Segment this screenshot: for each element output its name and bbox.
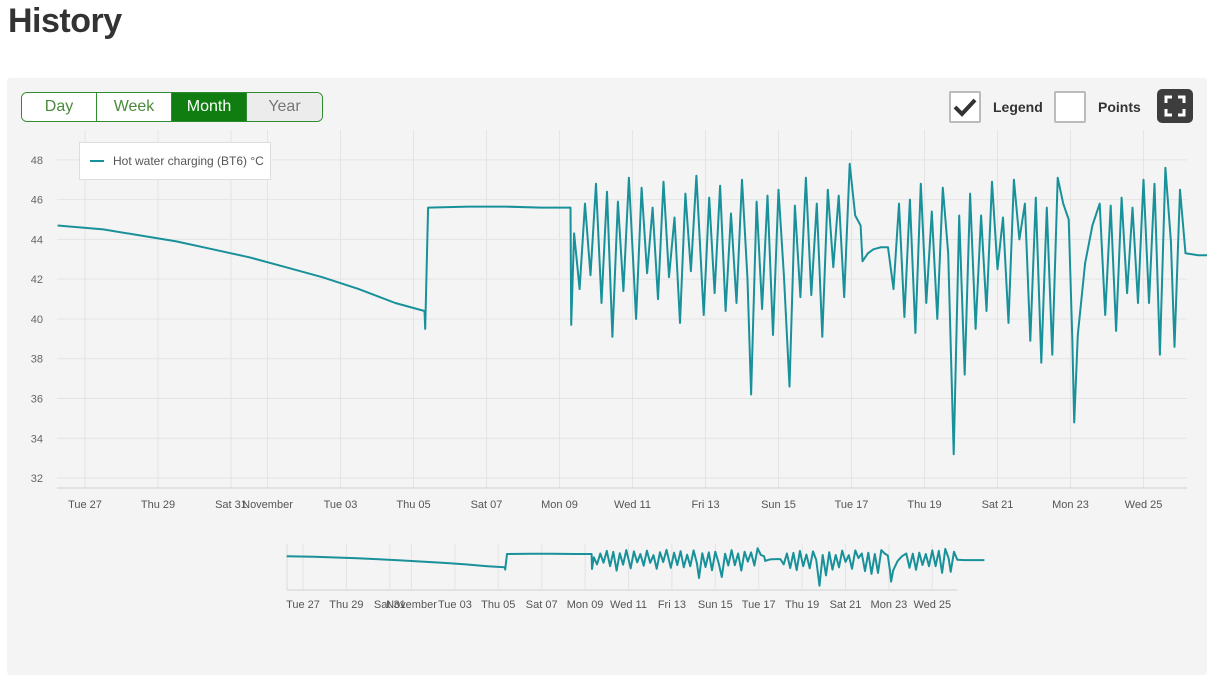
y-tick-label: 44 xyxy=(31,234,43,246)
navigator-tick-label: Wed 25 xyxy=(913,599,951,611)
navigator-tick-label: Tue 17 xyxy=(742,599,776,611)
x-tick-label: Tue 27 xyxy=(68,499,102,511)
range-year-button[interactable]: Year xyxy=(247,93,322,121)
navigator-tick-label: Wed 11 xyxy=(610,599,647,611)
expand-icon xyxy=(1164,95,1186,117)
history-panel: Day Week Month Year Legend Points 32 34 36… xyxy=(7,78,1207,675)
points-toggle-label: Points xyxy=(1098,99,1141,115)
x-tick-label: Sat 21 xyxy=(982,499,1014,511)
x-tick-label: November xyxy=(242,499,293,511)
y-tick-label: 36 xyxy=(31,394,43,406)
y-tick-label: 40 xyxy=(31,314,43,326)
range-month-button[interactable]: Month xyxy=(172,93,247,121)
y-tick-label: 32 xyxy=(31,473,43,485)
x-tick-label: Tue 03 xyxy=(324,499,358,511)
navigator-tick-label: Sun 15 xyxy=(698,599,733,611)
navigator-tick-label: November xyxy=(386,599,437,611)
navigator-series-line-0 xyxy=(287,548,985,585)
page-title: History xyxy=(8,2,122,41)
x-tick-label: Sat 07 xyxy=(471,499,503,511)
legend-checkbox[interactable] xyxy=(949,91,981,123)
legend-toggle[interactable]: Legend xyxy=(949,91,1043,123)
legend-swatch xyxy=(90,160,104,162)
navigator-tick-label: Thu 19 xyxy=(785,599,819,611)
navigator-tick-label: Fri 13 xyxy=(658,599,686,611)
x-tick-label: Thu 29 xyxy=(141,499,175,511)
legend-toggle-label: Legend xyxy=(993,99,1043,115)
navigator-tick-label: Tue 03 xyxy=(438,599,472,611)
checkmark-icon xyxy=(953,97,977,117)
navigator-tick-label: Sat 07 xyxy=(526,599,558,611)
points-toggle[interactable]: Points xyxy=(1054,91,1141,123)
range-day-button[interactable]: Day xyxy=(22,93,97,121)
x-tick-label: Thu 19 xyxy=(907,499,941,511)
navigator-tick-label: Tue 27 xyxy=(286,599,320,611)
x-tick-label: Mon 09 xyxy=(541,499,578,511)
y-tick-label: 48 xyxy=(31,155,43,167)
x-tick-label: Fri 13 xyxy=(691,499,719,511)
y-tick-label: 34 xyxy=(31,433,43,445)
y-tick-label: 46 xyxy=(31,195,43,207)
x-tick-label: Wed 11 xyxy=(614,499,651,511)
time-range-selector: Day Week Month Year xyxy=(21,92,323,122)
legend-series-name: Hot water charging (BT6) °C xyxy=(113,154,264,168)
x-tick-label: Sun 15 xyxy=(761,499,796,511)
plot-area xyxy=(57,130,1187,488)
y-tick-label: 42 xyxy=(31,274,43,286)
navigator-tick-label: Sat 21 xyxy=(830,599,862,611)
fullscreen-button[interactable] xyxy=(1157,89,1193,123)
navigator-tick-label: Mon 23 xyxy=(871,599,908,611)
points-checkbox[interactable] xyxy=(1054,91,1086,123)
x-tick-label: Mon 23 xyxy=(1052,499,1089,511)
navigator-tick-label: Thu 29 xyxy=(329,599,363,611)
y-tick-label: 38 xyxy=(31,354,43,366)
range-week-button[interactable]: Week xyxy=(97,93,172,121)
navigator-tick-label: Thu 05 xyxy=(481,599,515,611)
x-tick-label: Wed 25 xyxy=(1125,499,1163,511)
x-tick-label: Thu 05 xyxy=(396,499,430,511)
chart-legend: Hot water charging (BT6) °C xyxy=(79,142,271,180)
x-tick-label: Tue 17 xyxy=(835,499,869,511)
navigator-tick-label: Mon 09 xyxy=(567,599,604,611)
